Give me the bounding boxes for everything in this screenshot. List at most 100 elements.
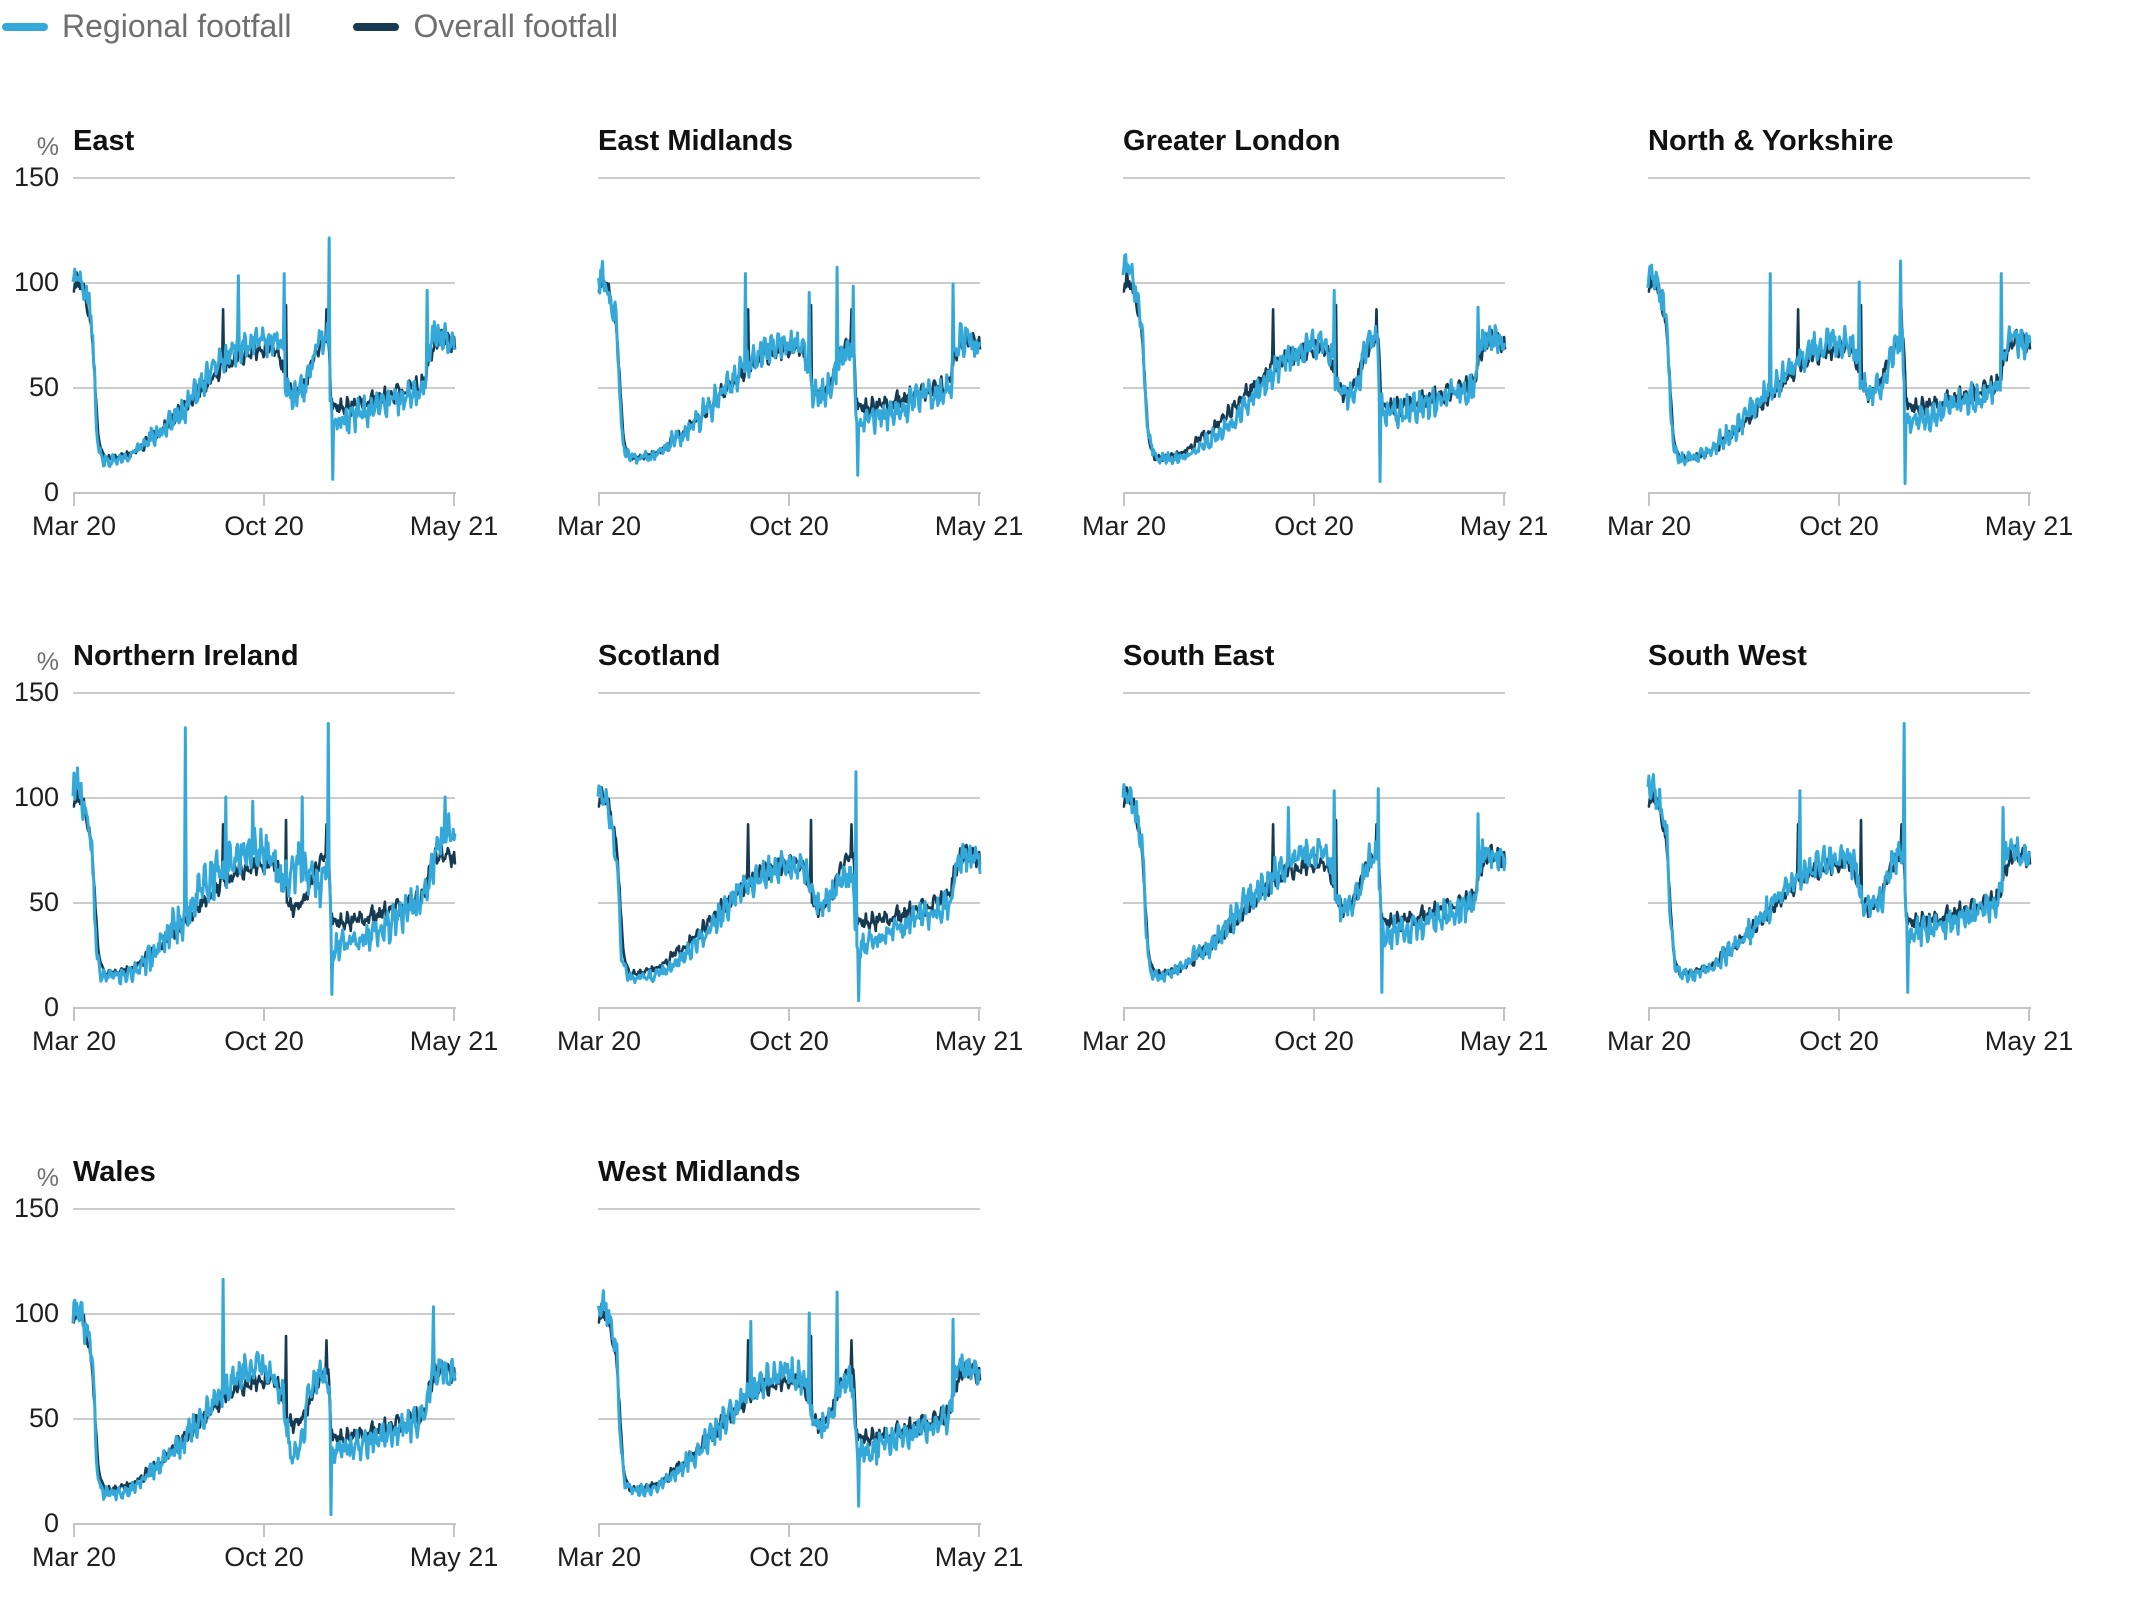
x-tick-mark bbox=[1313, 1007, 1315, 1021]
x-tick-label: Oct 20 bbox=[224, 1542, 304, 1572]
x-tick-label: Mar 20 bbox=[1606, 511, 1692, 541]
x-tick-label: Mar 20 bbox=[31, 1026, 117, 1056]
overall-footfall-line bbox=[1122, 786, 1507, 978]
x-tick-label: Mar 20 bbox=[1081, 511, 1167, 541]
x-tick-label: May 21 bbox=[934, 1026, 1024, 1056]
chart-title: Northern Ireland bbox=[73, 640, 299, 672]
x-tick-mark bbox=[1503, 492, 1505, 506]
x-tick-mark bbox=[1503, 1007, 1505, 1021]
footfall-plot bbox=[71, 236, 457, 481]
x-tick-label: Mar 20 bbox=[31, 1542, 117, 1572]
regional-footfall-line bbox=[596, 1289, 981, 1508]
x-tick-mark bbox=[1838, 492, 1840, 506]
x-tick-mark bbox=[73, 1523, 75, 1537]
x-tick-label: May 21 bbox=[1459, 1026, 1549, 1056]
x-tick-label: May 21 bbox=[934, 511, 1024, 541]
x-tick-mark bbox=[263, 492, 265, 506]
overall-footfall-line bbox=[1647, 786, 2032, 978]
legend-label-regional: Regional footfall bbox=[62, 8, 292, 44]
gridline bbox=[1123, 797, 1505, 799]
x-tick-mark bbox=[1648, 492, 1650, 506]
y-tick-label: 50 bbox=[28, 887, 59, 917]
footfall-plot bbox=[71, 1277, 457, 1517]
x-tick-label: Mar 20 bbox=[556, 1026, 642, 1056]
gridline bbox=[1123, 282, 1505, 284]
chart-title: West Midlands bbox=[598, 1156, 801, 1188]
chart-title: Scotland bbox=[598, 640, 721, 672]
gridline bbox=[73, 1208, 455, 1210]
regional-footfall-line bbox=[596, 770, 982, 1003]
x-tick-label: May 21 bbox=[1459, 511, 1549, 541]
x-tick-label: Oct 20 bbox=[1799, 511, 1879, 541]
y-tick-label: 0 bbox=[43, 1508, 59, 1538]
x-tick-label: Mar 20 bbox=[1081, 1026, 1167, 1056]
x-tick-label: Mar 20 bbox=[31, 511, 117, 541]
overall-footfall-line bbox=[72, 786, 457, 978]
x-tick-mark bbox=[73, 1007, 75, 1021]
chart-panel: South West Mar 20 Oct 20 May 21 bbox=[1607, 640, 2073, 1056]
chart-legend: Regional footfall Overall footfall bbox=[2, 8, 666, 45]
x-tick-mark bbox=[978, 1007, 980, 1021]
gridline bbox=[1648, 902, 2030, 904]
regional-footfall-line bbox=[596, 259, 982, 477]
y-tick-label: 150 bbox=[13, 1193, 59, 1223]
footfall-plot bbox=[596, 259, 982, 477]
x-tick-label: Oct 20 bbox=[749, 1542, 829, 1572]
gridline bbox=[1648, 282, 2030, 284]
legend-item-overall: Overall footfall bbox=[353, 8, 618, 45]
regional-footfall-line bbox=[71, 1277, 457, 1517]
gridline bbox=[73, 1418, 455, 1420]
overall-footfall-line bbox=[597, 786, 982, 978]
x-tick-mark bbox=[263, 1007, 265, 1021]
y-tick-label: 50 bbox=[28, 372, 59, 402]
x-tick-label: May 21 bbox=[409, 1542, 499, 1572]
chart-title: Wales bbox=[73, 1156, 156, 1188]
gridline bbox=[73, 177, 455, 179]
x-tick-label: May 21 bbox=[1984, 1026, 2074, 1056]
regional-footfall-line bbox=[1121, 253, 1507, 483]
gridline bbox=[73, 387, 455, 389]
y-axis-unit-label: % bbox=[36, 648, 59, 676]
y-tick-label: 100 bbox=[13, 1298, 59, 1328]
x-tick-label: Oct 20 bbox=[1799, 1026, 1879, 1056]
y-tick-label: 150 bbox=[13, 677, 59, 707]
footfall-plot bbox=[1121, 783, 1507, 994]
gridline bbox=[598, 1418, 980, 1420]
x-tick-mark bbox=[1313, 492, 1315, 506]
x-tick-mark bbox=[453, 1007, 455, 1021]
x-tick-label: Mar 20 bbox=[556, 1542, 642, 1572]
regional-footfall-swatch bbox=[2, 22, 48, 31]
x-tick-mark bbox=[73, 492, 75, 506]
gridline bbox=[1123, 387, 1505, 389]
x-tick-mark bbox=[263, 1523, 265, 1537]
overall-footfall-line bbox=[597, 1302, 982, 1494]
gridline bbox=[1648, 177, 2030, 179]
gridline bbox=[1123, 692, 1505, 694]
x-tick-mark bbox=[2028, 1007, 2030, 1021]
footfall-plot bbox=[596, 1289, 982, 1508]
gridline bbox=[1648, 797, 2030, 799]
chart-panel: East Midlands Mar 20 Oct 20 May 21 bbox=[557, 125, 1023, 541]
x-tick-label: May 21 bbox=[934, 1542, 1024, 1572]
chart-panel: Northern Ireland Mar 20 Oct 20 May 21% 150 10… bbox=[14, 640, 498, 1056]
chart-panel: Wales Mar 20 Oct 20 May 21% 150 100 50 0 bbox=[14, 1156, 498, 1572]
x-tick-mark bbox=[2028, 492, 2030, 506]
regional-footfall-line bbox=[1121, 783, 1507, 994]
chart-title: Greater London bbox=[1123, 125, 1341, 157]
x-tick-mark bbox=[1648, 1007, 1650, 1021]
x-tick-mark bbox=[598, 1523, 600, 1537]
chart-title: South West bbox=[1648, 640, 1807, 672]
gridline bbox=[73, 282, 455, 284]
x-tick-mark bbox=[453, 492, 455, 506]
x-tick-mark bbox=[978, 492, 980, 506]
regional-footfall-line bbox=[71, 722, 457, 996]
regional-footfall-line bbox=[1646, 722, 2032, 994]
gridline bbox=[1648, 692, 2030, 694]
overall-footfall-line bbox=[72, 271, 457, 463]
gridline bbox=[598, 797, 980, 799]
y-tick-label: 0 bbox=[43, 992, 59, 1022]
x-tick-label: Oct 20 bbox=[1274, 511, 1354, 541]
chart-title: South East bbox=[1123, 640, 1275, 672]
y-tick-label: 100 bbox=[13, 782, 59, 812]
chart-panel: Greater London Mar 20 Oct 20 May 21 bbox=[1082, 125, 1548, 541]
